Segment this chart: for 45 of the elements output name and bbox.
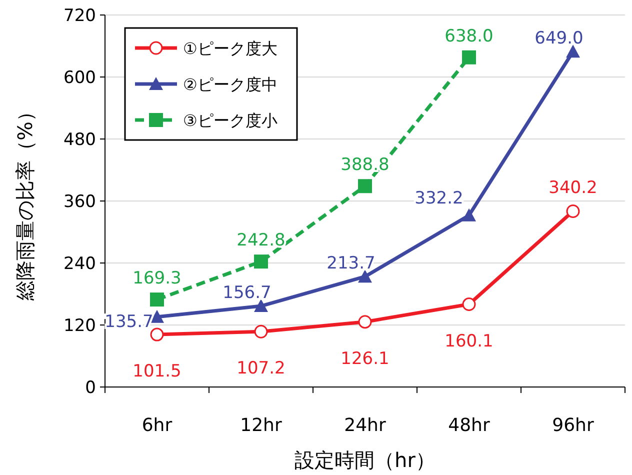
point xyxy=(150,292,164,307)
data-label: 160.1 xyxy=(444,331,494,352)
y-tick-label: 360 xyxy=(64,192,96,212)
legend-label: ①ピーク度大 xyxy=(183,39,278,58)
x-tick-label: 48hr xyxy=(448,415,490,436)
point xyxy=(566,44,580,58)
data-label: 101.5 xyxy=(132,362,182,382)
data-label: 126.1 xyxy=(340,348,390,369)
y-tick-label: 0 xyxy=(85,378,96,398)
data-label: 649.0 xyxy=(534,28,584,49)
point xyxy=(254,299,268,312)
legend-label: ③ピーク度小 xyxy=(183,111,278,130)
data-label: 638.0 xyxy=(444,26,494,46)
y-tick-label: 240 xyxy=(64,254,96,274)
point xyxy=(358,270,372,283)
y-axis-title: 総降雨量の比率（%） xyxy=(13,101,37,302)
point xyxy=(358,179,372,194)
x-tick-label: 24hr xyxy=(344,415,386,436)
point xyxy=(462,298,476,312)
x-tick-label: 6hr xyxy=(142,415,173,436)
data-label: 332.2 xyxy=(414,188,464,208)
data-label: 135.7 xyxy=(104,312,154,332)
point xyxy=(254,254,268,269)
data-label: 242.8 xyxy=(236,230,286,251)
point xyxy=(150,328,164,342)
data-label: 107.2 xyxy=(236,358,286,379)
point xyxy=(566,204,580,218)
x-tick-label: 96hr xyxy=(552,415,594,436)
point xyxy=(358,315,372,329)
point xyxy=(462,50,476,64)
y-tick-label: 120 xyxy=(64,316,96,336)
data-label: 388.8 xyxy=(340,155,390,176)
data-label: 156.7 xyxy=(222,283,272,304)
data-label: 213.7 xyxy=(326,254,376,274)
x-axis-title: 設定時間（hr） xyxy=(294,448,436,472)
point xyxy=(150,310,164,323)
point xyxy=(254,324,268,338)
data-label: 169.3 xyxy=(132,268,182,289)
x-tick-label: 12hr xyxy=(240,415,282,436)
y-tick-label: 720 xyxy=(64,6,96,26)
point xyxy=(462,208,476,222)
y-tick-label: 600 xyxy=(64,68,96,88)
data-label: 340.2 xyxy=(548,178,598,198)
y-tick-label: 480 xyxy=(64,130,96,150)
legend-label: ②ピーク度中 xyxy=(183,75,278,94)
